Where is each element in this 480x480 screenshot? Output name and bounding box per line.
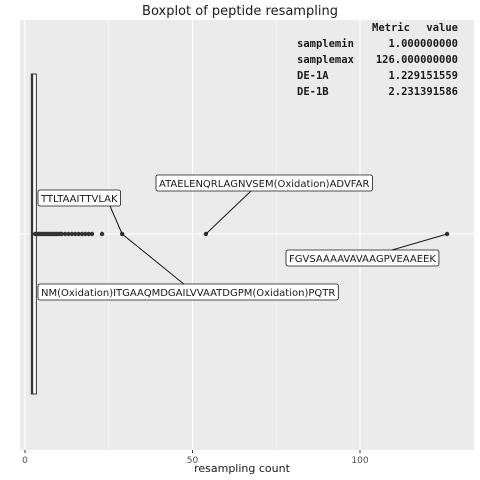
table-row-value: 1.000000000 (388, 38, 458, 50)
outlier-point (83, 231, 88, 237)
table-row-metric: samplemax (297, 54, 355, 66)
table-row-metric: DE-1A (297, 70, 329, 82)
x-axis-label: resampling count (194, 462, 291, 475)
outlier-point (73, 231, 78, 237)
table-row-value: 1.229151559 (388, 70, 458, 82)
annotation-leader (121, 233, 186, 286)
table-row-value: 2.231391586 (388, 86, 458, 98)
outlier-point (86, 231, 91, 237)
outlier-point (69, 231, 75, 237)
table-header-metric: Metric (372, 22, 410, 34)
table-header-value: value (426, 22, 458, 34)
annotation-leader (391, 233, 448, 251)
metric-table: Metric value samplemin 1.000000000 samplemax… (297, 22, 458, 98)
x-axis-ticks: 0 50 100 (22, 450, 369, 466)
outlier-point (62, 231, 68, 237)
annotation-leader (205, 189, 253, 235)
outlier-point (99, 231, 105, 237)
annotation-label: FGVSAAAAVAVAAGPVEAAEEK (289, 254, 436, 265)
annotations: TTLTAAITTVLAK ATAELENQRLAGNVSEM(Oxidation… (37, 174, 448, 301)
grid-lines (20, 20, 474, 450)
table-row-metric: samplemin (297, 38, 354, 50)
annotation-box (37, 283, 339, 301)
box-and-outliers (30, 73, 450, 395)
outlier-point (76, 231, 81, 237)
outlier-point (89, 231, 95, 237)
table-row-value: 126.000000000 (376, 54, 458, 66)
outlier-point (79, 231, 85, 237)
plot-panel (20, 20, 474, 450)
annotation-label: NM(Oxidation)ITGAAQMDGAILVVAATDGPM(Oxida… (41, 288, 335, 299)
annotation-label: TTLTAAITTVLAK (40, 194, 118, 205)
annotation-leader (109, 205, 123, 235)
x-tick-label: 50 (187, 456, 199, 466)
annotation-box (37, 189, 121, 207)
outlier-point (66, 231, 71, 237)
table-row-metric: DE-1B (297, 86, 329, 98)
x-tick-label: 100 (351, 456, 368, 466)
chart-title: Boxplot of peptide resampling (142, 4, 338, 19)
outlier-point (59, 231, 65, 237)
annotation-label: ATAELENQRLAGNVSEM(Oxidation)ADVFAR (159, 179, 369, 190)
annotation-box (285, 249, 440, 267)
annotation-box (155, 174, 373, 192)
x-tick-label: 0 (22, 456, 28, 466)
